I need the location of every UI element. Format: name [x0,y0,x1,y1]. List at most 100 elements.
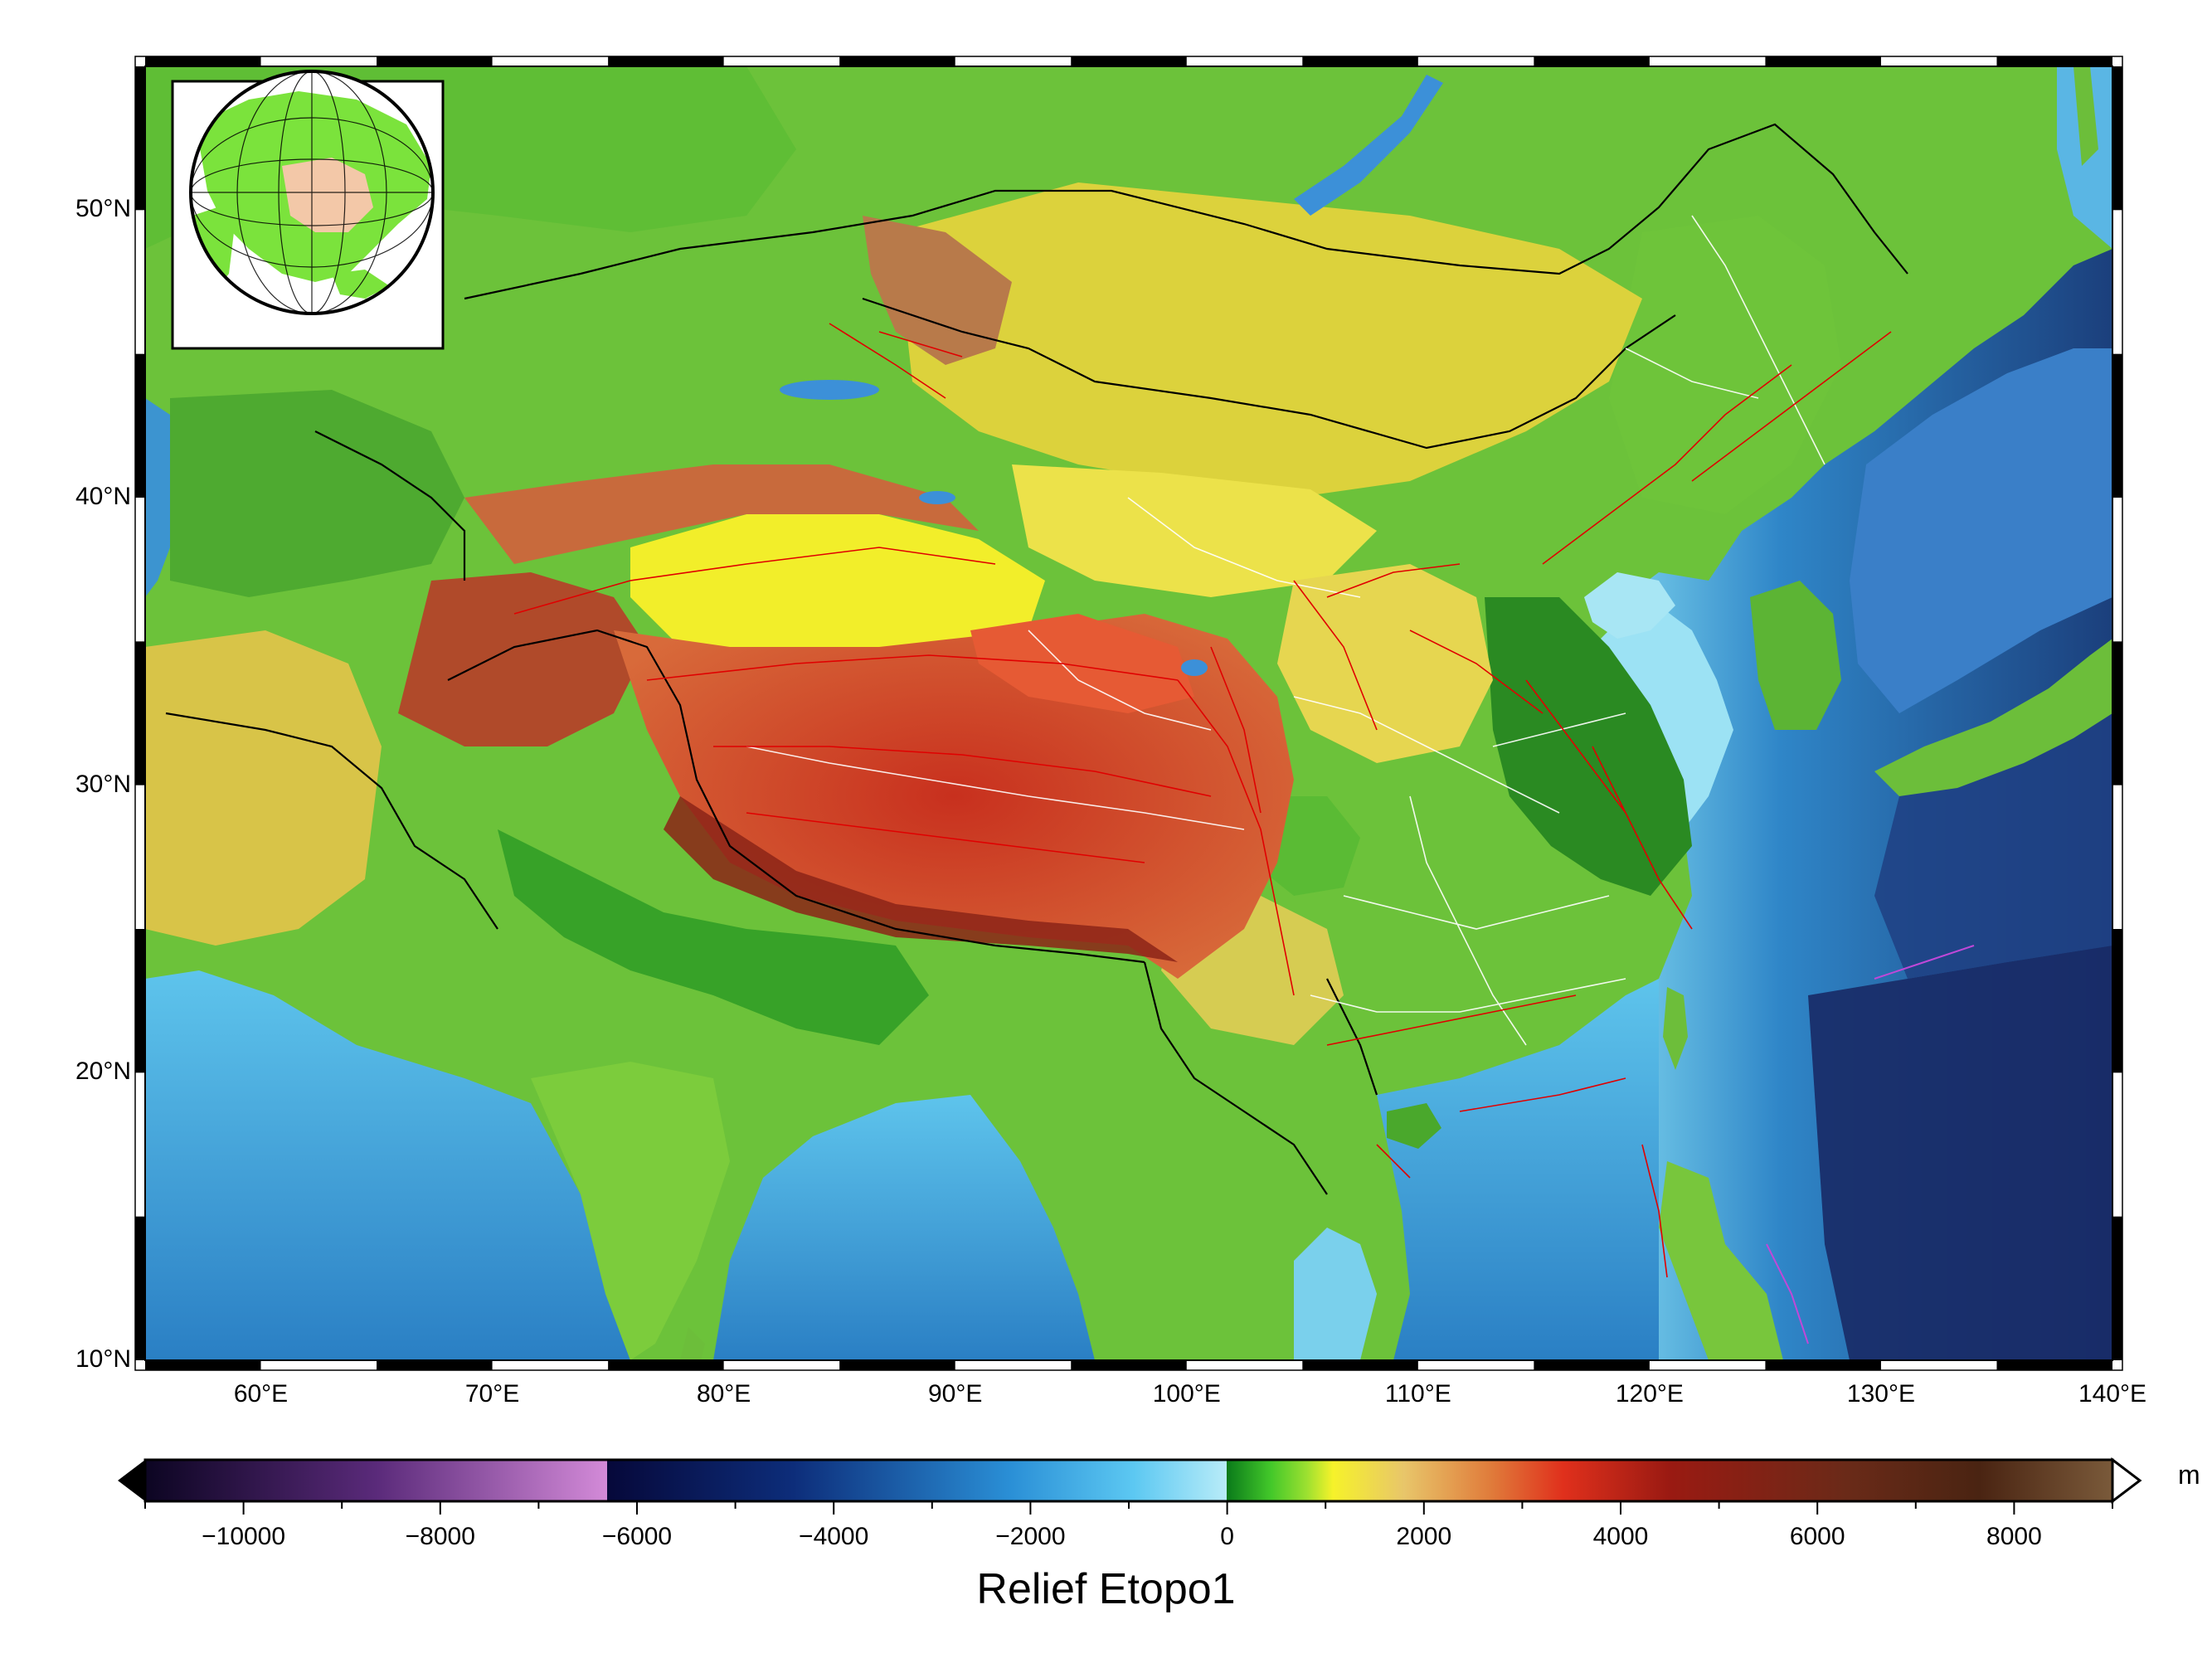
issyk-kul [919,491,955,504]
frame-bar-top [1071,56,1187,66]
colorbar [118,1456,2142,1515]
longitude-label: 70°E [464,1380,520,1408]
frame-bar-top [1534,56,1650,66]
colorbar-segment-land [1227,1460,2112,1501]
latitude-label: 10°N [75,1345,131,1373]
province-borders [746,215,1826,1046]
frame-bar-top [608,56,724,66]
gulf-of-thailand [1294,1228,1377,1360]
longitude-label: 120°E [1615,1380,1684,1408]
colorbar-tick-label: −4000 [799,1523,869,1550]
qinghai-lake [1181,659,1208,676]
frame-bar-left [135,353,145,498]
philippines [1659,1161,1783,1360]
frame-bar-top [1996,56,2112,66]
frame-bar-right [2112,929,2122,1073]
frame-bar-right [2112,641,2122,785]
sri-lanka [680,1327,705,1360]
south-china-sea [1377,979,1659,1360]
lake-baikal [1294,75,1443,216]
lake-balkhash [780,380,879,400]
arabian-sea [145,970,630,1360]
frame-bar-bottom [608,1360,724,1370]
frame-bar-left [135,1216,145,1360]
longitude-label: 90°E [928,1380,983,1408]
latitude-label: 30°N [75,770,131,798]
frame-bar-left [135,66,145,211]
mongolian-plateau [896,182,1642,498]
frame-bar-top [145,56,261,66]
sea-of-japan [1850,348,2112,713]
longitude-label: 110°E [1384,1380,1451,1408]
longitude-label: 100°E [1152,1380,1221,1408]
frame-bar-bottom [1765,1360,1881,1370]
frame-bar-right [2112,353,2122,498]
frame-bar-bottom [145,1360,261,1370]
colorbar-title: Relief Etopo1 [976,1565,1236,1613]
frame-bar-bottom [1302,1360,1418,1370]
fault-lines [513,323,1892,1278]
country-borders [165,123,1908,1195]
colorbar-high-triangle [2111,1456,2142,1505]
colorbar-segment-neg [145,1460,607,1501]
korea [1750,581,1841,730]
loess-plateau [1277,564,1493,763]
frame-bar-top [1302,56,1418,66]
frame-bar-bottom [1071,1360,1187,1370]
frame-bar-right [2112,66,2122,211]
colorbar-tick-label: 6000 [1789,1523,1845,1550]
colorbar-tick-label: −8000 [405,1523,475,1550]
frame-bar-bottom [1534,1360,1650,1370]
globe-inset [171,70,445,350]
frame-bar-bottom [1996,1360,2112,1370]
yellow-sea [1592,605,1733,829]
turan-lowland [170,390,464,597]
longitude-label: 80°E [696,1380,751,1408]
bohai-sea [1584,572,1675,639]
colorbar-tick-label: 8000 [1986,1523,2042,1550]
colorbar-low-triangle [118,1460,145,1501]
trench-lines [1766,945,1975,1345]
globe-china-highlight [282,158,373,232]
hainan [1387,1103,1441,1149]
frame-bar-top [1765,56,1881,66]
longitude-label: 60°E [233,1380,289,1408]
colorbar-segment-sea [607,1460,1227,1501]
colorbar-tick-label: −10000 [202,1523,286,1550]
colorbar-tick-label: 0 [1220,1523,1234,1550]
himalaya [664,796,1178,962]
longitude-label: 130°E [1846,1380,1915,1408]
qaidam-highland [970,614,1194,713]
map-frame [134,56,2123,1371]
colorbar-tick-label: −2000 [995,1523,1066,1550]
sakhalin [2073,66,2098,166]
frame-bar-left [135,641,145,785]
colorbar-tick-label: 2000 [1396,1523,1452,1550]
map-area [145,66,2112,1360]
colorbar-tick-label: 4000 [1592,1523,1649,1550]
philippine-trench-deep [1808,946,2112,1360]
pamir-hindukush [398,572,647,746]
colorbar-unit: m [2178,1460,2200,1490]
latitude-label: 20°N [75,1058,131,1086]
northeast-plain [1609,216,1841,514]
caspian-sea [145,398,170,597]
longitude-label: 140°E [2078,1380,2147,1408]
gobi-desert [1012,464,1377,597]
iranian-plateau [145,630,382,946]
frame-bar-left [135,929,145,1073]
taiwan [1663,987,1688,1070]
frame-bar-bottom [377,1360,493,1370]
deccan-plateau [531,1062,730,1360]
frame-bar-right [2112,1216,2122,1360]
tien-shan [464,464,979,564]
latitude-label: 50°N [75,195,131,223]
colorbar-tick-label: −6000 [601,1523,673,1550]
frame-bar-top [377,56,493,66]
frame-bar-top [839,56,955,66]
latitude-label: 40°N [75,483,131,510]
indo-gangetic-plain [498,829,929,1045]
japan [1874,639,2112,796]
frame-bar-bottom [839,1360,955,1370]
